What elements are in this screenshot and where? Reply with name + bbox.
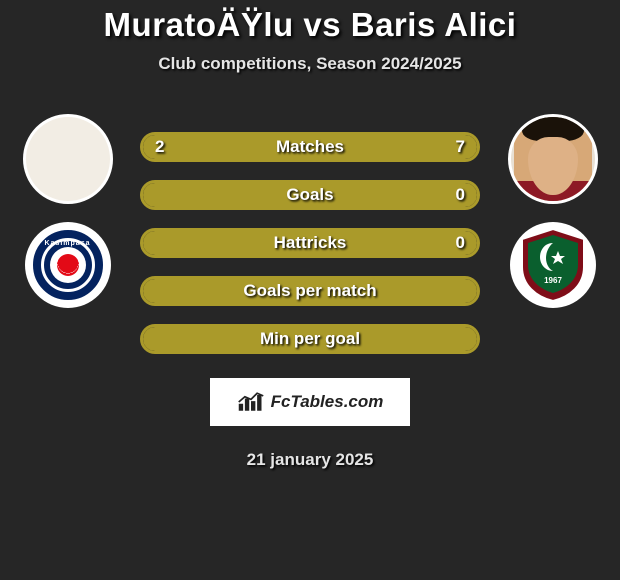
stat-label: Goals [286,185,333,205]
page-title: MuratoÄŸlu vs Baris Alici [0,6,620,44]
infographic-root: MuratoÄŸlu vs Baris Alici Club competiti… [0,0,620,470]
date-text: 21 january 2025 [247,450,374,470]
right-column: 1967 [495,114,610,470]
hatayspor-shield-icon: 1967 [518,227,588,303]
player-face-icon [514,114,592,201]
stat-label: Goals per match [243,281,376,301]
shield-year: 1967 [544,276,562,285]
stat-fill-right [216,135,477,159]
brand-box: FcTables.com [210,378,410,426]
stat-value-right: 7 [456,137,465,157]
stat-label: Matches [276,137,344,157]
stat-bar: Goals per match [140,276,480,306]
right-player-photo [508,114,598,204]
stat-bar: Hattricks 0 [140,228,480,258]
brand-text: FcTables.com [271,392,384,412]
stat-bars-host: Matches 2 7 Goals 0 Hattricks 0 Goals per match… [140,132,480,354]
stat-bar: Min per goal [140,324,480,354]
stat-label: Hattricks [274,233,347,253]
left-badge-text: Kasimpasa [37,240,99,247]
stat-label: Min per goal [260,329,360,349]
stat-value-right: 0 [456,185,465,205]
kasimpasa-badge-icon: Kasimpasa [33,230,103,300]
left-player-photo [23,114,113,204]
left-club-badge: Kasimpasa [25,222,111,308]
subtitle: Club competitions, Season 2024/2025 [0,54,620,74]
content-row: Kasimpasa Matches27Goals0Hattricks0Goals… [0,114,620,470]
stats-column: Matches 2 7 Goals 0 Hattricks 0 Goals per match… [125,114,495,470]
stat-bar: Goals 0 [140,180,480,210]
stat-value-right: 0 [456,233,465,253]
brand-chart-icon [237,391,265,413]
stat-bar: Matches 2 7 [140,132,480,162]
right-club-badge: 1967 [510,222,596,308]
stat-value-left: 2 [155,137,164,157]
left-column: Kasimpasa [10,114,125,470]
